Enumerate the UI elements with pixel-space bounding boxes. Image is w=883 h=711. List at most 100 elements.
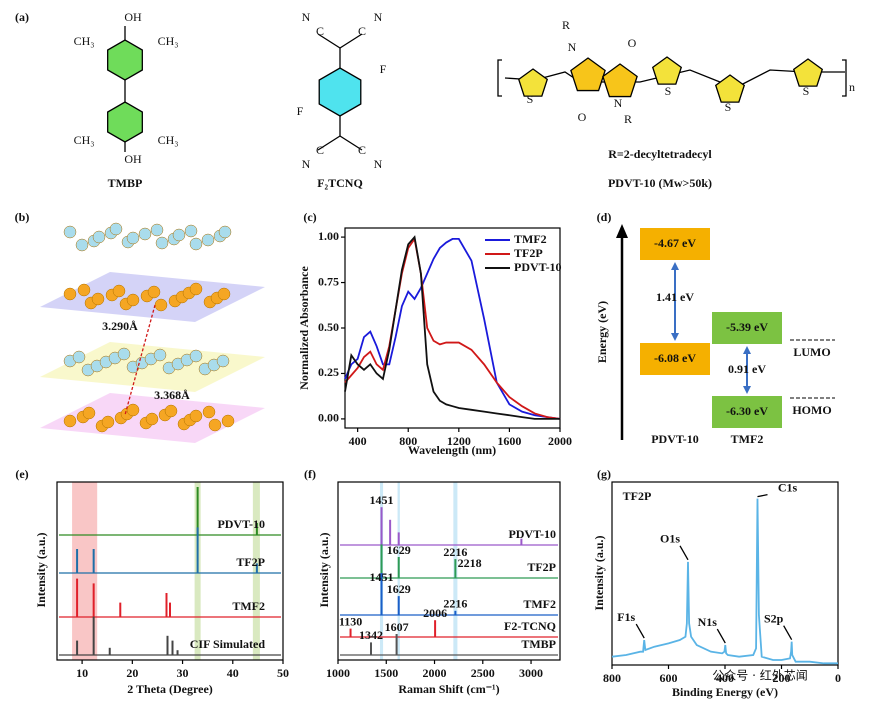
- peak-label: 2218: [458, 556, 482, 570]
- panel-label: (f): [304, 467, 316, 481]
- peak-label: 1629: [387, 582, 411, 596]
- x-tick-label: 2000: [423, 666, 447, 680]
- x-tick-label: 800: [603, 671, 621, 685]
- atom: [72, 350, 86, 364]
- plot-frame: [337, 481, 561, 661]
- arrow-head: [743, 386, 751, 394]
- atom: [184, 224, 198, 238]
- x-axis-label: Raman Shift (cm⁻¹): [398, 682, 499, 696]
- x-tick-label: 1000: [326, 666, 350, 680]
- x-tick-label: 30: [177, 666, 189, 680]
- x-tick-label: 2500: [471, 666, 495, 680]
- x-tick-label: 1500: [374, 666, 398, 680]
- x-tick-label: 1600: [497, 434, 521, 448]
- atom: [145, 412, 159, 426]
- atom-label: F: [297, 104, 304, 118]
- arrow-head: [616, 224, 628, 238]
- atom: [63, 287, 77, 301]
- annotation-arrow: [716, 628, 726, 644]
- bond: [339, 135, 363, 151]
- panel-label: (g): [597, 467, 611, 481]
- legend-label: LUMO: [793, 345, 830, 359]
- atom-label: R: [624, 112, 632, 126]
- y-axis-label: Normalized Absorbance: [297, 265, 311, 389]
- bond: [317, 135, 341, 151]
- y-axis-label: Intensity (a.u.): [317, 532, 331, 607]
- atom-label: C: [316, 143, 324, 157]
- x-tick-label: 200: [773, 671, 791, 685]
- atom: [217, 287, 231, 301]
- peak-label: 1451: [370, 493, 394, 507]
- annotation-arrow: [757, 493, 768, 498]
- atom: [189, 349, 203, 363]
- y-tick-label: 1.00: [318, 229, 339, 243]
- x-tick-label: 800: [399, 434, 417, 448]
- y-axis-label: Intensity (a.u.): [34, 532, 48, 607]
- y-axis-label: Energy (eV): [595, 301, 609, 363]
- annotation-arrow: [635, 623, 645, 639]
- distance-line: [124, 304, 156, 416]
- peak-label: O1s: [660, 532, 680, 546]
- x-tick-label: 1200: [447, 434, 471, 448]
- atom: [138, 227, 152, 241]
- atom-label: N: [614, 96, 623, 110]
- material-label: PDVT-10: [651, 432, 699, 446]
- watermark: 公众号 · 红外芯闻: [712, 668, 807, 683]
- x-tick-label: 20: [126, 666, 138, 680]
- atom: [109, 222, 123, 236]
- atom: [150, 223, 164, 237]
- gap-label: 1.41 eV: [656, 290, 694, 304]
- atom-label: CH₃: [74, 133, 95, 147]
- peak-label: 2216: [443, 597, 467, 611]
- dpp-ring: [602, 63, 638, 98]
- atom-label: n: [849, 80, 855, 94]
- compound-name: F₂TCNQ: [317, 176, 363, 190]
- legend-label: CIF Simulated: [190, 637, 266, 651]
- atom: [208, 418, 222, 432]
- y-axis-label: Intensity (a.u.): [592, 535, 606, 610]
- x-tick-label: 50: [277, 666, 289, 680]
- peak-label: 2216: [443, 545, 467, 559]
- atom-label: CH₃: [158, 133, 179, 147]
- substituent: R=2-decyltetradecyl: [608, 147, 712, 161]
- bracket: [497, 59, 847, 97]
- x-tick-label: 400: [349, 434, 367, 448]
- atom: [126, 403, 140, 417]
- series-label: TF2P: [623, 489, 652, 503]
- atom: [147, 285, 161, 299]
- atom-label: C: [316, 24, 324, 38]
- level-label: -4.67 eV: [654, 236, 696, 250]
- peak-label: 1130: [339, 614, 362, 628]
- atom: [189, 282, 203, 296]
- y-tick-label: 0.25: [318, 365, 339, 379]
- series-line: [344, 238, 561, 420]
- atom: [92, 230, 106, 244]
- arrow-head: [671, 262, 679, 270]
- x-tick-label: 2000: [548, 434, 572, 448]
- atom: [189, 237, 203, 251]
- thiophene: [792, 58, 824, 87]
- peak-label: 1629: [387, 543, 411, 557]
- atom: [216, 354, 230, 368]
- peak-label: 1342: [359, 628, 383, 642]
- legend-label: TF2P: [514, 246, 543, 260]
- y-tick-label: 0.00: [318, 411, 339, 425]
- annotation-arrow: [679, 545, 689, 561]
- arrow-head: [671, 333, 679, 341]
- gap-label: 0.91 eV: [728, 362, 766, 376]
- level-label: -5.39 eV: [726, 320, 768, 334]
- x-axis-label: 2 Theta (Degree): [127, 682, 213, 696]
- x-tick-label: 40: [227, 666, 239, 680]
- y-tick-label: 0.75: [318, 274, 339, 288]
- atom: [77, 283, 91, 297]
- dpp-ring: [570, 57, 606, 92]
- series-line: [344, 236, 561, 420]
- atom-label: N: [568, 40, 577, 54]
- atom: [154, 298, 168, 312]
- thiophene: [714, 74, 746, 103]
- atom: [91, 292, 105, 306]
- atom-label: N: [302, 10, 311, 24]
- thiophene: [651, 56, 683, 85]
- compound-name: PDVT-10 (Mw>50k): [608, 176, 712, 190]
